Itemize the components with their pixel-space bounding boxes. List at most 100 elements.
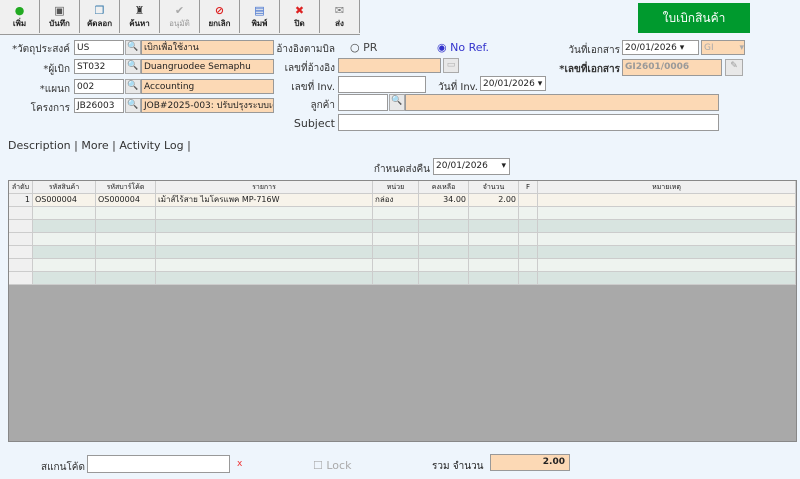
customer-code-input[interactable] [338,94,388,111]
requester-code-input[interactable]: ST032 [74,59,124,74]
grid-cell [373,272,419,285]
dept-code-input[interactable]: 002 [74,79,124,94]
purpose-label: *วัตถุประสงค์ [12,44,70,55]
table-row[interactable] [9,259,796,272]
grid-cell [538,194,796,207]
grid-cell: เม้าส์ไร้สาย ไมโครแพค MP-716W [156,194,373,207]
customer-name [405,94,719,111]
return-date-picker[interactable]: 20/01/2026 ▾ [433,158,510,175]
grid-cell [519,259,538,272]
toolbar-button-3[interactable]: ♜ ค้นหา [120,0,160,33]
column-header: ลำดับ [9,181,33,194]
grid-cell [469,220,519,233]
toolbar-button-4[interactable]: ✔ อนุมัติ [160,0,200,33]
toolbar-button-label: บันทึก [49,18,70,28]
tab-more[interactable]: More [81,139,109,152]
table-row[interactable] [9,220,796,233]
table-row[interactable] [9,233,796,246]
grid-cell [33,259,96,272]
grid-cell [96,259,156,272]
column-header: คงเหลือ [419,181,469,194]
edit-docno-icon[interactable]: ✎ [725,59,743,76]
toolbar-button-6[interactable]: ▤ พิมพ์ [240,0,280,33]
docdate-picker[interactable]: 20/01/2026 ▾ [622,40,699,55]
grid-cell [538,220,796,233]
inv-date-value: 20/01/2026 [483,79,535,89]
table-row[interactable] [9,272,796,285]
docdate-label: วันที่เอกสาร [568,45,620,56]
grid-cell [9,233,33,246]
customer-label: ลูกค้า [310,100,336,111]
grid-cell [538,246,796,259]
table-row[interactable] [9,207,796,220]
toolbar-button-1[interactable]: ▣ บันทึก [40,0,80,33]
requester-label: *ผู้เบิก [43,64,70,75]
scan-label: สแกนโค้ด [41,462,85,473]
grid-cell: กล่อง [373,194,419,207]
lock-checkbox[interactable]: ☐ Lock [313,459,352,472]
column-header: หน่วย [373,181,419,194]
toolbar-button-0[interactable]: ● เพิ่ม [0,0,40,33]
toolbar-button-label: ปิด [294,18,305,28]
inv-input[interactable] [338,76,426,93]
scan-input[interactable] [87,455,230,473]
grid-cell [96,207,156,220]
grid-cell [33,220,96,233]
grid-cell [96,220,156,233]
grid-cell [538,272,796,285]
refno-input[interactable] [338,58,441,73]
toolbar-button-label: อนุมัติ [169,18,190,28]
lock-label: Lock [326,459,352,472]
grid-cell [519,207,538,220]
toolbar-button-5[interactable]: ⊘ ยกเลิก [200,0,240,33]
toolbar-button-label: พิมพ์ [251,18,268,28]
toolbar: ● เพิ่ม ▣ บันทึก ❐ คัดลอก ♜ ค้นหา ✔ อนุมัติ ⊘ ยกเลิ… [0,0,360,35]
column-header: รหัสบาร์โค้ด [96,181,156,194]
grid-cell [156,272,373,285]
inv-date-picker[interactable]: 20/01/2026 ▾ [480,76,546,91]
refno-lookup-icon[interactable]: ▭ [443,58,459,73]
grid-cell [519,233,538,246]
requester-lookup-icon[interactable]: 🔍 [125,59,141,74]
tab-activity-log[interactable]: Activity Log [119,139,184,152]
grid-cell [419,220,469,233]
grid-cell [419,207,469,220]
close-icon: ✖ [294,3,305,17]
subject-label: Subject [293,117,335,130]
grid-cell [156,259,373,272]
grid-cell [9,272,33,285]
ref-pr-radio[interactable]: ○ PR [350,41,378,54]
dept-lookup-icon[interactable]: 🔍 [125,79,141,94]
project-lookup-icon[interactable]: 🔍 [125,98,141,113]
table-row[interactable]: 1 OS000004 OS000004 เม้าส์ไร้สาย ไมโครแพค M… [9,194,796,207]
project-code-input[interactable]: JB26003 [74,98,124,113]
grid-cell [373,259,419,272]
inv-label: เลขที่ Inv. [291,82,335,93]
toolbar-button-8[interactable]: ✉ ส่ง [320,0,360,33]
return-date-label: กำหนดส่งคืน [373,164,430,175]
docno-input: GI2601/0006 [622,59,722,76]
purpose-code-input[interactable]: US [74,40,124,55]
grid-cell [156,246,373,259]
subject-input[interactable] [338,114,719,131]
table-row[interactable] [9,246,796,259]
toolbar-button-label: ส่ง [335,18,344,28]
purpose-lookup-icon[interactable]: 🔍 [125,40,141,55]
grid-cell [96,246,156,259]
doctype-select[interactable]: GI ▾ [701,40,745,55]
dept-label: *แผนก [39,84,70,95]
grid-cell [33,207,96,220]
ref-none-radio[interactable]: ◉ No Ref. [437,41,490,54]
chevron-down-icon: ▾ [679,43,685,53]
grid-cell [33,233,96,246]
grid-cell [33,246,96,259]
tab-description[interactable]: Description [8,139,71,152]
column-header: รหัสสินค้า [33,181,96,194]
toolbar-button-2[interactable]: ❐ คัดลอก [80,0,120,33]
column-header: F [519,181,538,194]
toolbar-button-7[interactable]: ✖ ปิด [280,0,320,33]
form-title: ใบเบิกสินค้า [638,3,750,33]
customer-lookup-icon[interactable]: 🔍 [389,94,405,111]
clear-scan-icon[interactable]: x [237,459,243,469]
grid-cell [538,207,796,220]
